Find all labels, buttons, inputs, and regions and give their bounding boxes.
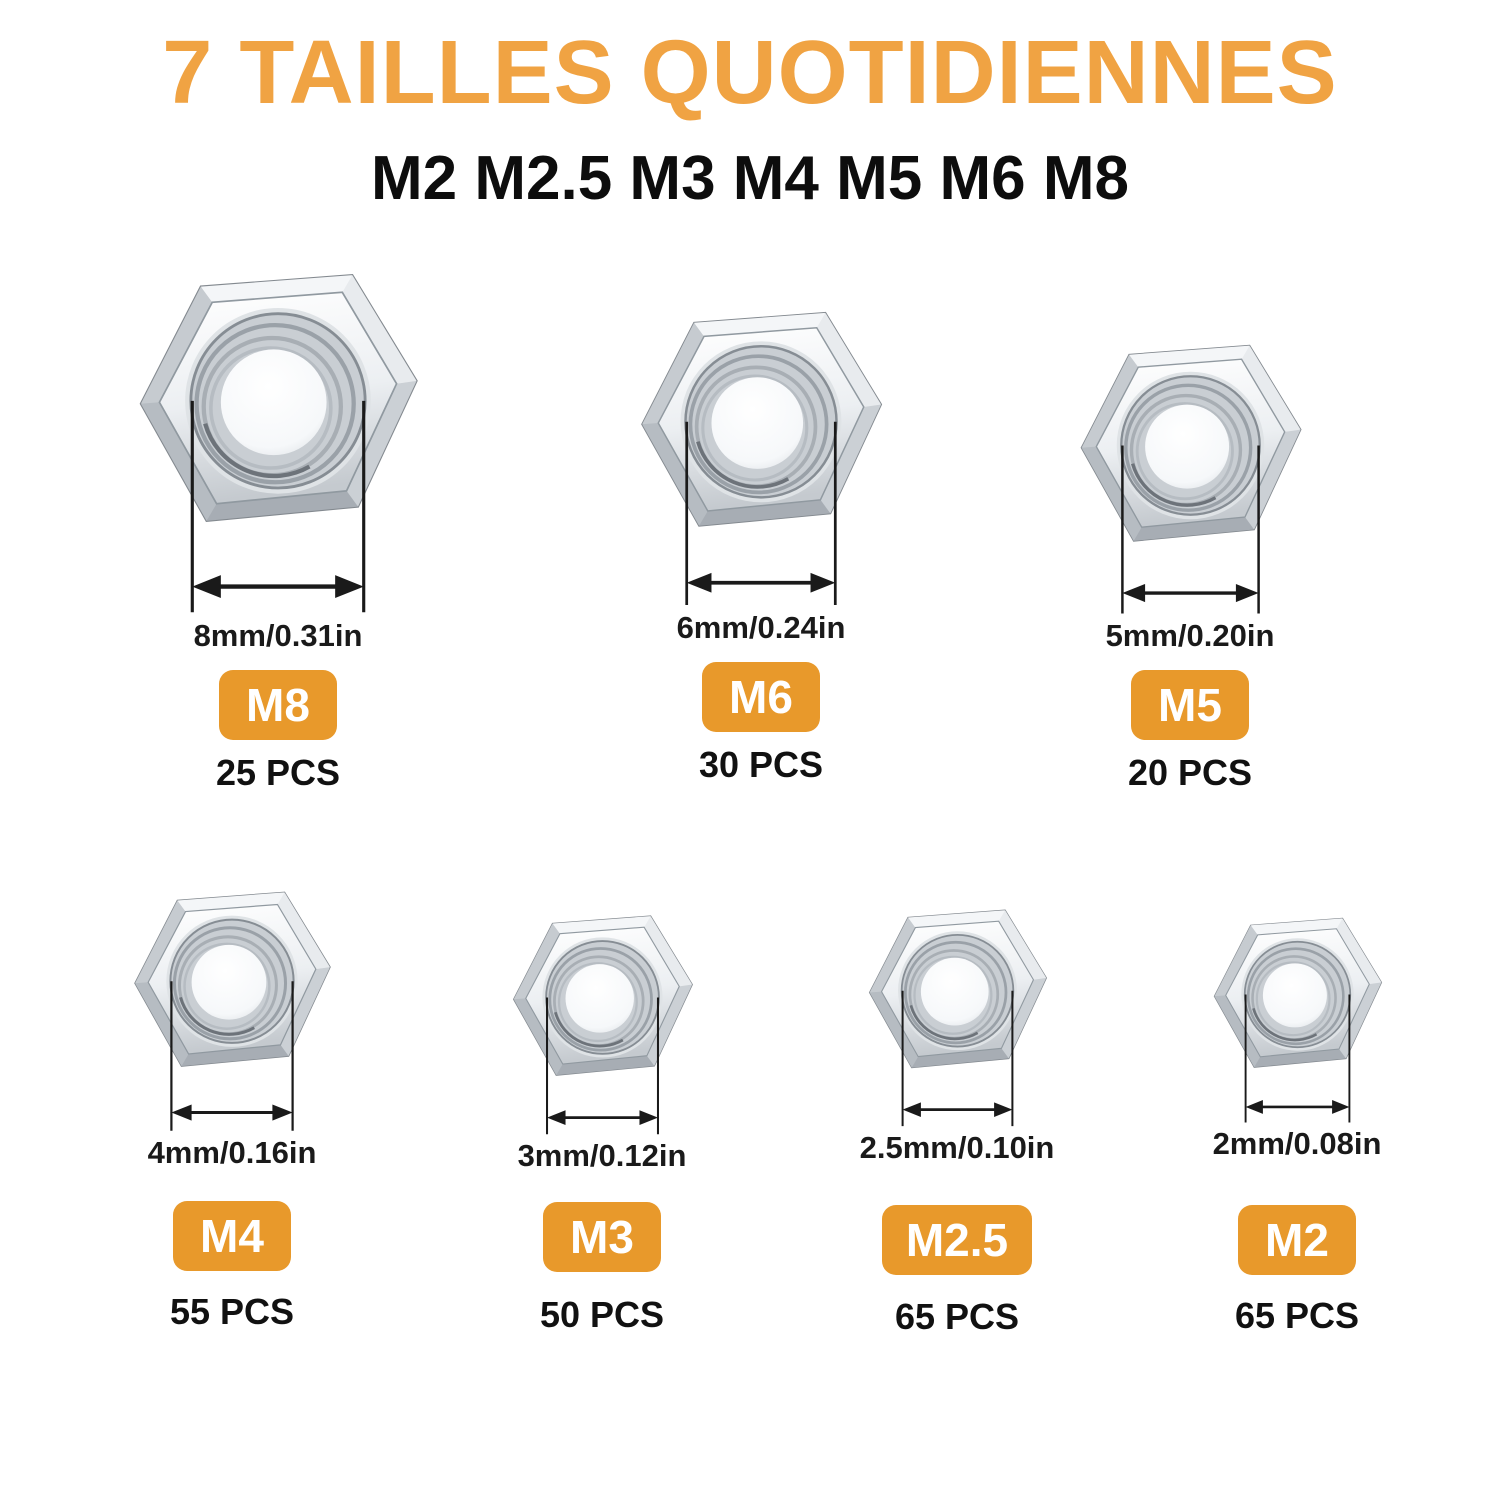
hex-nut <box>139 274 418 522</box>
diameter-label: 5mm/0.20in <box>1105 618 1275 653</box>
hex-nut-image <box>135 258 421 618</box>
hex-nut <box>1080 344 1302 542</box>
piece-count: 65 PCS <box>894 1296 1020 1337</box>
dimension-arrow-icon <box>1120 445 1260 614</box>
hex-nut <box>134 891 331 1067</box>
sizes-subtitle: M2 M2.5 M3 M4 M5 M6 M8 <box>371 144 1129 213</box>
dimension-arrow-icon <box>190 400 366 613</box>
hex-nut <box>868 909 1047 1069</box>
dimension-arrow-icon <box>170 981 294 1131</box>
piece-count: 30 PCS <box>698 744 824 785</box>
nut-item-m2-5: 2.5mm/0.10in M2.5 65 PCS <box>807 899 1107 1336</box>
piece-count: 55 PCS <box>169 1291 295 1332</box>
hex-nut-image <box>637 298 885 610</box>
page-title: 7 TAILLES QUOTIDIENNES <box>162 23 1338 123</box>
diameter-label: 4mm/0.16in <box>147 1135 317 1170</box>
hex-nut-image <box>1077 332 1304 618</box>
hex-nut-image <box>1211 908 1384 1126</box>
nut-item-m5: 5mm/0.20in M5 20 PCS <box>1040 332 1340 792</box>
hex-nut-image <box>866 899 1049 1130</box>
dimension-arrow-icon <box>545 997 659 1135</box>
size-badge-m2: M2 <box>1238 1205 1356 1275</box>
diameter-label: 2.5mm/0.10in <box>859 1130 1055 1165</box>
diameter-label: 3mm/0.12in <box>517 1138 687 1173</box>
piece-count: 50 PCS <box>539 1294 665 1335</box>
hex-nut <box>1213 917 1382 1068</box>
hex-nut <box>512 915 693 1076</box>
dimension-arrow-icon <box>1244 994 1350 1123</box>
size-badge-m6: M6 <box>702 662 820 732</box>
piece-count: 25 PCS <box>215 752 341 793</box>
diameter-label: 6mm/0.24in <box>676 610 846 645</box>
size-badge-m8: M8 <box>219 670 337 740</box>
hex-nut <box>641 311 883 527</box>
nut-item-m6: 6mm/0.24in M6 30 PCS <box>611 298 911 784</box>
nut-item-m8: 8mm/0.31in M8 25 PCS <box>128 258 428 792</box>
size-badge-m3: M3 <box>543 1202 661 1272</box>
size-badge-m2-5: M2.5 <box>881 1205 1033 1275</box>
size-badge-m4: M4 <box>173 1201 291 1271</box>
hex-nut-image <box>510 905 695 1138</box>
diameter-label: 8mm/0.31in <box>193 618 363 653</box>
hex-nut-image <box>131 880 333 1135</box>
diameter-label: 2mm/0.08in <box>1212 1126 1382 1161</box>
nut-item-m3: 3mm/0.12in M3 50 PCS <box>452 905 752 1334</box>
size-badge-m5: M5 <box>1131 670 1249 740</box>
dimension-arrow-icon <box>901 990 1013 1127</box>
nut-item-m4: 4mm/0.16in M4 55 PCS <box>82 880 382 1331</box>
piece-count: 20 PCS <box>1127 752 1253 793</box>
piece-count: 65 PCS <box>1234 1295 1360 1336</box>
dimension-arrow-icon <box>685 421 837 606</box>
nut-item-m2: 2mm/0.08in M2 65 PCS <box>1147 908 1447 1335</box>
